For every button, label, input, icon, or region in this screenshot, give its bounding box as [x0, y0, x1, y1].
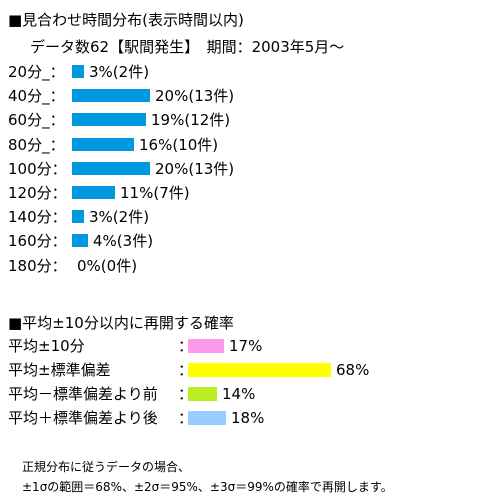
probability-value: 68%	[336, 361, 370, 379]
bar-row: 120分： 11%(7件)	[8, 181, 488, 205]
value-label: 3%(2件)	[89, 63, 150, 81]
bar	[72, 210, 84, 224]
bar-row: 180分： 0%(0件)	[8, 254, 488, 278]
value-label: 16%(10件)	[139, 135, 219, 154]
probability-value: 18%	[231, 409, 265, 427]
probability-label: 平均－標準偏差より前	[8, 385, 158, 403]
probability-bar	[188, 363, 331, 377]
note-line-2: ±1σの範囲＝68%、±2σ＝95%、±3σ＝99%の確率で再開します。	[22, 480, 393, 494]
probability-value: 14%	[222, 385, 256, 403]
probability-label: 平均±10分	[8, 337, 85, 355]
bar	[72, 137, 134, 151]
probability-row: 平均±標準偏差： 68%	[8, 358, 488, 382]
probability-title: ■平均±10分以内に再開する確率	[8, 314, 234, 332]
value-label: 11%(7件)	[120, 184, 190, 202]
category-label: 120分：	[8, 184, 67, 202]
probability-row: 平均±10分： 17%	[8, 334, 488, 358]
bar-row: 140分： 3%(2件)	[8, 205, 488, 229]
data-summary: データ数62【駅間発生】 期間：2003年5月～	[30, 38, 345, 56]
bar	[72, 65, 84, 78]
probability-bar	[188, 387, 217, 401]
category-label: 180分：	[8, 256, 67, 275]
category-label: 140分：	[8, 208, 67, 227]
probability-bar	[188, 339, 224, 353]
probability-value: 17%	[229, 337, 263, 355]
note-line-1: 正規分布に従うデータの場合、	[22, 460, 191, 474]
bar	[72, 113, 146, 127]
value-label: 4%(3件)	[93, 232, 154, 251]
bar-row: 40分_： 20%(13件)	[8, 84, 488, 108]
probability-bar	[188, 411, 226, 425]
category-label: 60分_：	[8, 111, 65, 130]
category-label: 20分_：	[8, 63, 65, 81]
category-label: 40分_：	[8, 87, 65, 106]
probability-row: 平均－標準偏差より前： 14%	[8, 382, 488, 406]
bar-row: 160分： 4%(3件)	[8, 229, 488, 253]
bar-row: 60分_： 19%(12件)	[8, 108, 488, 132]
category-label: 160分：	[8, 232, 67, 251]
distribution-title: ■見合わせ時間分布(表示時間以内)	[8, 11, 244, 29]
value-label: 20%(13件)	[155, 87, 235, 106]
value-label: 20%(13件)	[155, 159, 235, 178]
probability-label: 平均±標準偏差	[8, 361, 111, 379]
bar	[72, 89, 150, 103]
bar	[72, 161, 150, 175]
bar-row: 80分_： 16%(10件)	[8, 133, 488, 157]
probability-row: 平均＋標準偏差より後： 18%	[8, 406, 488, 430]
probability-label: 平均＋標準偏差より後	[8, 409, 158, 427]
bar	[72, 186, 115, 199]
value-label: 19%(12件)	[151, 111, 231, 130]
bar	[72, 234, 88, 248]
value-label: 3%(2件)	[89, 208, 150, 227]
category-label: 100分：	[8, 159, 67, 178]
category-label: 80分_：	[8, 135, 65, 154]
bar-row: 20分_： 3%(2件)	[8, 60, 488, 84]
value-label: 0%(0件)	[77, 256, 138, 275]
bar-row: 100分： 20%(13件)	[8, 157, 488, 181]
